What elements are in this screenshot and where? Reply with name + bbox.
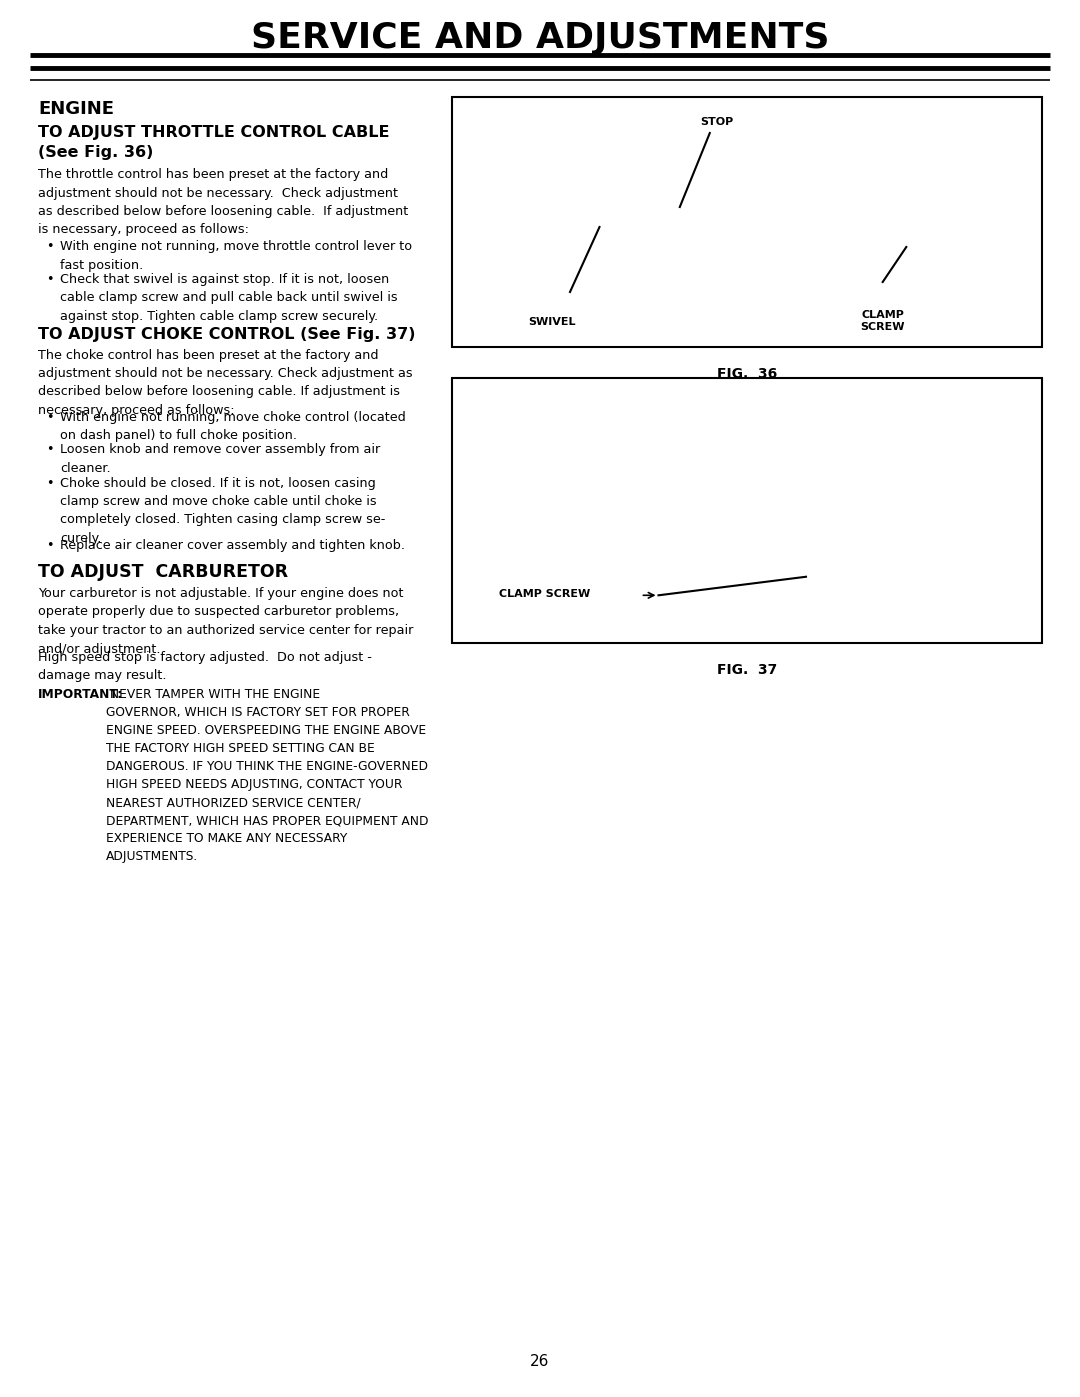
Text: Loosen knob and remove cover assembly from air
cleaner.: Loosen knob and remove cover assembly fr…: [60, 443, 380, 475]
Bar: [453, 379, 1042, 643]
Text: •: •: [46, 538, 54, 552]
Text: 26: 26: [530, 1355, 550, 1369]
Text: Replace air cleaner cover assembly and tighten knob.: Replace air cleaner cover assembly and t…: [60, 538, 405, 552]
Text: TO ADJUST CHOKE CONTROL (See Fig. 37): TO ADJUST CHOKE CONTROL (See Fig. 37): [38, 327, 416, 341]
Text: With engine not running, move throttle control lever to
fast position.: With engine not running, move throttle c…: [60, 240, 413, 271]
Text: With engine not running, move choke control (located
on dash panel) to full chok: With engine not running, move choke cont…: [60, 411, 406, 441]
Text: Check that swivel is against stop. If it is not, loosen
cable clamp screw and pu: Check that swivel is against stop. If it…: [60, 272, 397, 323]
Text: SWIVEL: SWIVEL: [529, 317, 577, 327]
Text: •: •: [46, 411, 54, 423]
Text: The throttle control has been preset at the factory and
adjustment should not be: The throttle control has been preset at …: [38, 168, 408, 236]
Text: TO ADJUST THROTTLE CONTROL CABLE: TO ADJUST THROTTLE CONTROL CABLE: [38, 124, 390, 140]
Text: TO ADJUST  CARBURETOR: TO ADJUST CARBURETOR: [38, 563, 288, 581]
Text: CLAMP
SCREW: CLAMP SCREW: [861, 310, 905, 332]
Text: NEVER TAMPER WITH THE ENGINE
GOVERNOR, WHICH IS FACTORY SET FOR PROPER
ENGINE SP: NEVER TAMPER WITH THE ENGINE GOVERNOR, W…: [106, 687, 429, 863]
Text: IMPORTANT:: IMPORTANT:: [38, 687, 123, 701]
Text: •: •: [46, 240, 54, 253]
Text: CLAMP SCREW: CLAMP SCREW: [499, 590, 591, 599]
Text: STOP: STOP: [700, 117, 733, 127]
Text: •: •: [46, 272, 54, 286]
Text: Your carburetor is not adjustable. If your engine does not
operate properly due : Your carburetor is not adjustable. If yo…: [38, 587, 414, 655]
Text: (See Fig. 36): (See Fig. 36): [38, 145, 153, 161]
Text: SERVICE AND ADJUSTMENTS: SERVICE AND ADJUSTMENTS: [251, 21, 829, 54]
Text: ENGINE: ENGINE: [38, 101, 114, 117]
Text: High speed stop is factory adjusted.  Do not adjust -
damage may result.: High speed stop is factory adjusted. Do …: [38, 651, 372, 683]
Text: FIG.  36: FIG. 36: [717, 367, 778, 381]
Text: •: •: [46, 476, 54, 489]
Text: •: •: [46, 443, 54, 457]
Text: The choke control has been preset at the factory and
adjustment should not be ne: The choke control has been preset at the…: [38, 348, 413, 416]
Text: Choke should be closed. If it is not, loosen casing
clamp screw and move choke c: Choke should be closed. If it is not, lo…: [60, 476, 386, 545]
Text: FIG.  37: FIG. 37: [717, 664, 778, 678]
Bar: [453, 96, 1042, 346]
